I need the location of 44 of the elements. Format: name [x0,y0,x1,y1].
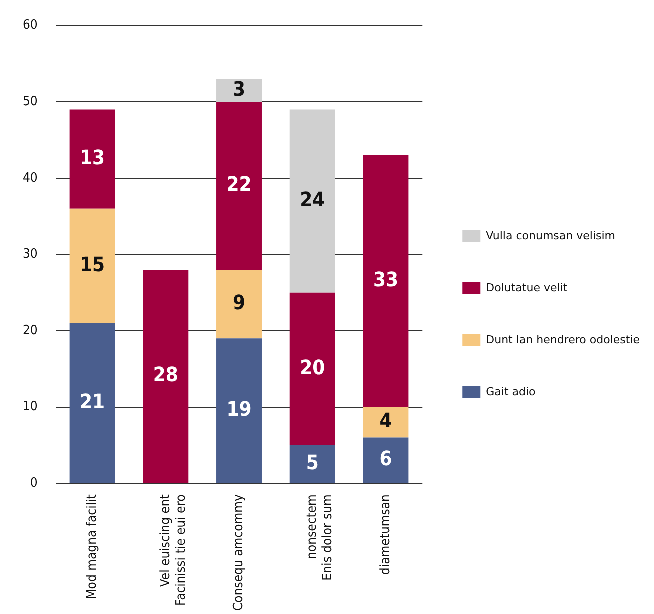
x-tick-label: diametumsan [378,494,394,576]
bar [216,102,262,270]
bar [216,270,262,339]
data-label: 20 [300,355,326,380]
bar [70,208,116,324]
data-label: 22 [226,172,252,196]
bar [216,79,262,102]
bar [70,110,116,209]
bar [290,445,336,484]
legend-label: Dolutatue velit [486,281,568,294]
data-label: 21 [80,389,106,414]
bar [216,338,262,484]
y-tick-label: 20 [22,323,38,338]
bar [143,270,189,484]
legend-label: Vulla conumsan velisim [486,229,616,242]
y-tick-label: 10 [22,400,38,415]
x-tick-label: Consequ amcommy [232,494,247,611]
data-label: 19 [226,397,252,422]
bar [290,292,336,446]
x-tick-label: nonsectem Enis dolor sum [304,494,336,581]
bar [290,110,336,293]
y-tick-label: 30 [22,247,38,262]
data-label: 24 [300,187,326,212]
data-label: 9 [232,290,246,314]
data-label: 3 [232,76,246,101]
data-label: 5 [306,450,319,474]
x-tick-label: Vel euiscing ent Facinissi tie eui ero [158,494,189,606]
data-label: 6 [380,446,392,471]
data-label: 13 [80,146,106,170]
data-label: 4 [380,408,392,433]
bar [70,323,116,484]
x-tick-label: Mod magna facilit [84,494,100,600]
y-tick-label: 40 [22,170,38,186]
y-tick-label: 60 [22,18,38,34]
legend-label: Dunt lan hendrero odolestie [486,333,640,346]
bar [363,407,409,438]
legend-label: Gait adio [486,385,536,398]
y-tick-label: 0 [30,476,38,491]
bar [363,156,409,408]
data-label: 33 [373,268,398,292]
bar [363,438,409,484]
data-label: 15 [80,252,106,276]
data-label: 28 [153,362,178,387]
y-tick-label: 50 [22,94,38,110]
